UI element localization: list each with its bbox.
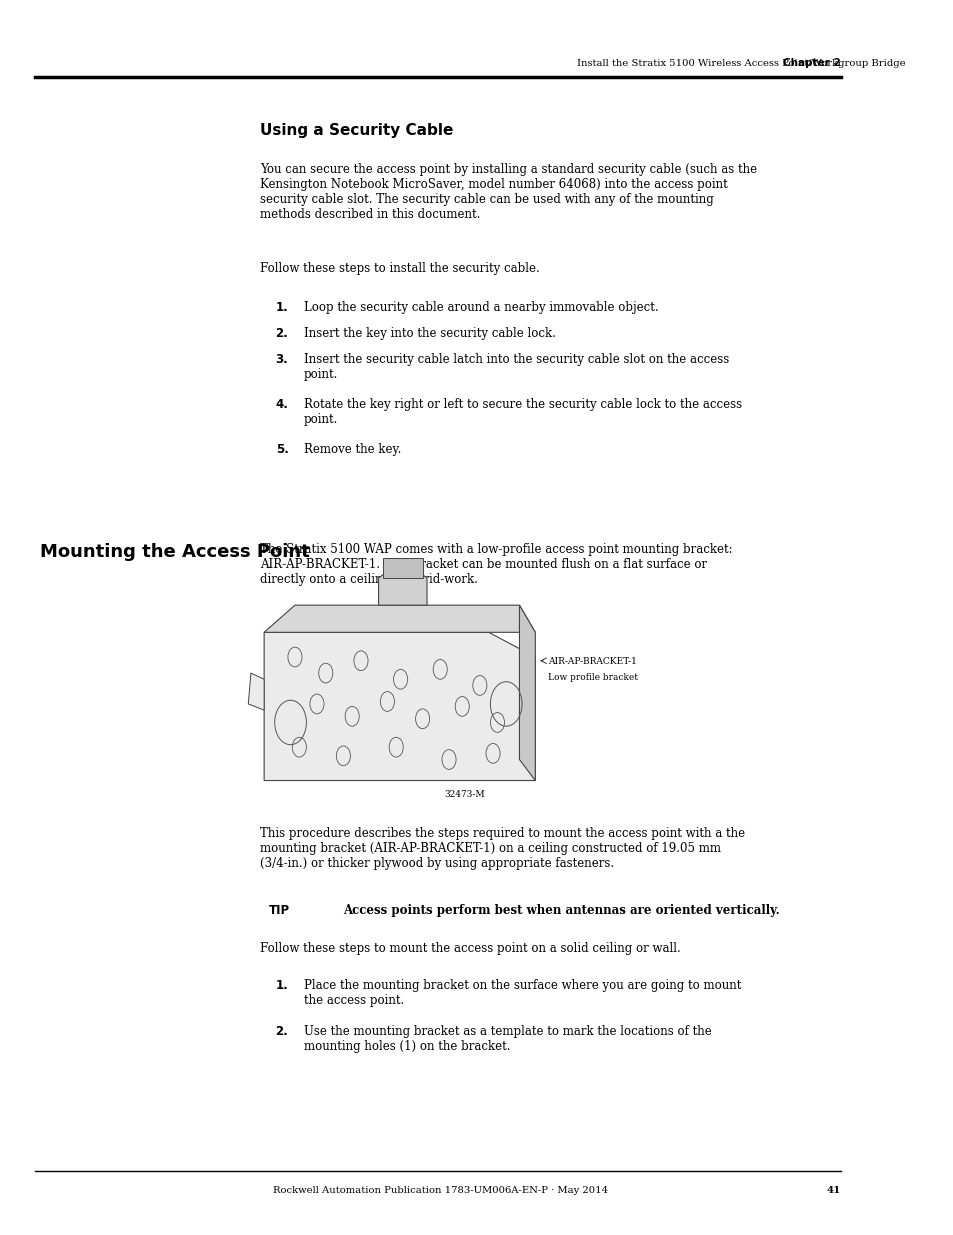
- Polygon shape: [378, 568, 427, 605]
- Text: Rockwell Automation Publication 1783-UM006A-EN-P · May 2014: Rockwell Automation Publication 1783-UM0…: [273, 1186, 607, 1194]
- Polygon shape: [264, 632, 535, 781]
- Text: Low profile bracket: Low profile bracket: [547, 673, 637, 682]
- Text: Rotate the key right or left to secure the security cable lock to the access
poi: Rotate the key right or left to secure t…: [303, 398, 741, 426]
- Text: Use the mounting bracket as a template to mark the locations of the
mounting hol: Use the mounting bracket as a template t…: [303, 1025, 711, 1053]
- Text: Insert the security cable latch into the security cable slot on the access
point: Insert the security cable latch into the…: [303, 353, 728, 382]
- Text: 3.: 3.: [275, 353, 288, 367]
- Text: You can secure the access point by installing a standard security cable (such as: You can secure the access point by insta…: [259, 163, 756, 221]
- Text: Mounting the Access Point: Mounting the Access Point: [40, 543, 309, 562]
- Text: AIR-AP-BRACKET-1: AIR-AP-BRACKET-1: [547, 657, 636, 666]
- Polygon shape: [248, 673, 264, 710]
- Text: Chapter 2: Chapter 2: [782, 58, 840, 68]
- Text: Remove the key.: Remove the key.: [303, 443, 400, 457]
- Text: Follow these steps to install the security cable.: Follow these steps to install the securi…: [259, 262, 538, 275]
- Text: Access points perform best when antennas are oriented vertically.: Access points perform best when antennas…: [343, 904, 780, 918]
- Text: Insert the key into the security cable lock.: Insert the key into the security cable l…: [303, 327, 555, 341]
- Text: Using a Security Cable: Using a Security Cable: [259, 124, 453, 138]
- Text: Place the mounting bracket on the surface where you are going to mount
the acces: Place the mounting bracket on the surfac…: [303, 979, 740, 1008]
- Text: 32473-M: 32473-M: [444, 790, 485, 799]
- Text: 4.: 4.: [275, 398, 288, 411]
- Polygon shape: [264, 605, 535, 632]
- Text: This procedure describes the steps required to mount the access point with a the: This procedure describes the steps requi…: [259, 827, 744, 871]
- Text: 5.: 5.: [275, 443, 288, 457]
- Text: 2.: 2.: [275, 1025, 288, 1039]
- Text: 2.: 2.: [275, 327, 288, 341]
- Text: Follow these steps to mount the access point on a solid ceiling or wall.: Follow these steps to mount the access p…: [259, 942, 679, 956]
- Polygon shape: [519, 605, 535, 781]
- Text: TIP: TIP: [268, 904, 290, 918]
- Text: 1.: 1.: [275, 301, 288, 315]
- Polygon shape: [382, 558, 422, 578]
- Text: 1.: 1.: [275, 979, 288, 993]
- Text: Install the Stratix 5100 Wireless Access Point/Workgroup Bridge: Install the Stratix 5100 Wireless Access…: [577, 59, 904, 68]
- Text: Loop the security cable around a nearby immovable object.: Loop the security cable around a nearby …: [303, 301, 658, 315]
- Text: 41: 41: [825, 1186, 840, 1194]
- Text: The Stratix 5100 WAP comes with a low-profile access point mounting bracket:
AIR: The Stratix 5100 WAP comes with a low-pr…: [259, 543, 732, 587]
